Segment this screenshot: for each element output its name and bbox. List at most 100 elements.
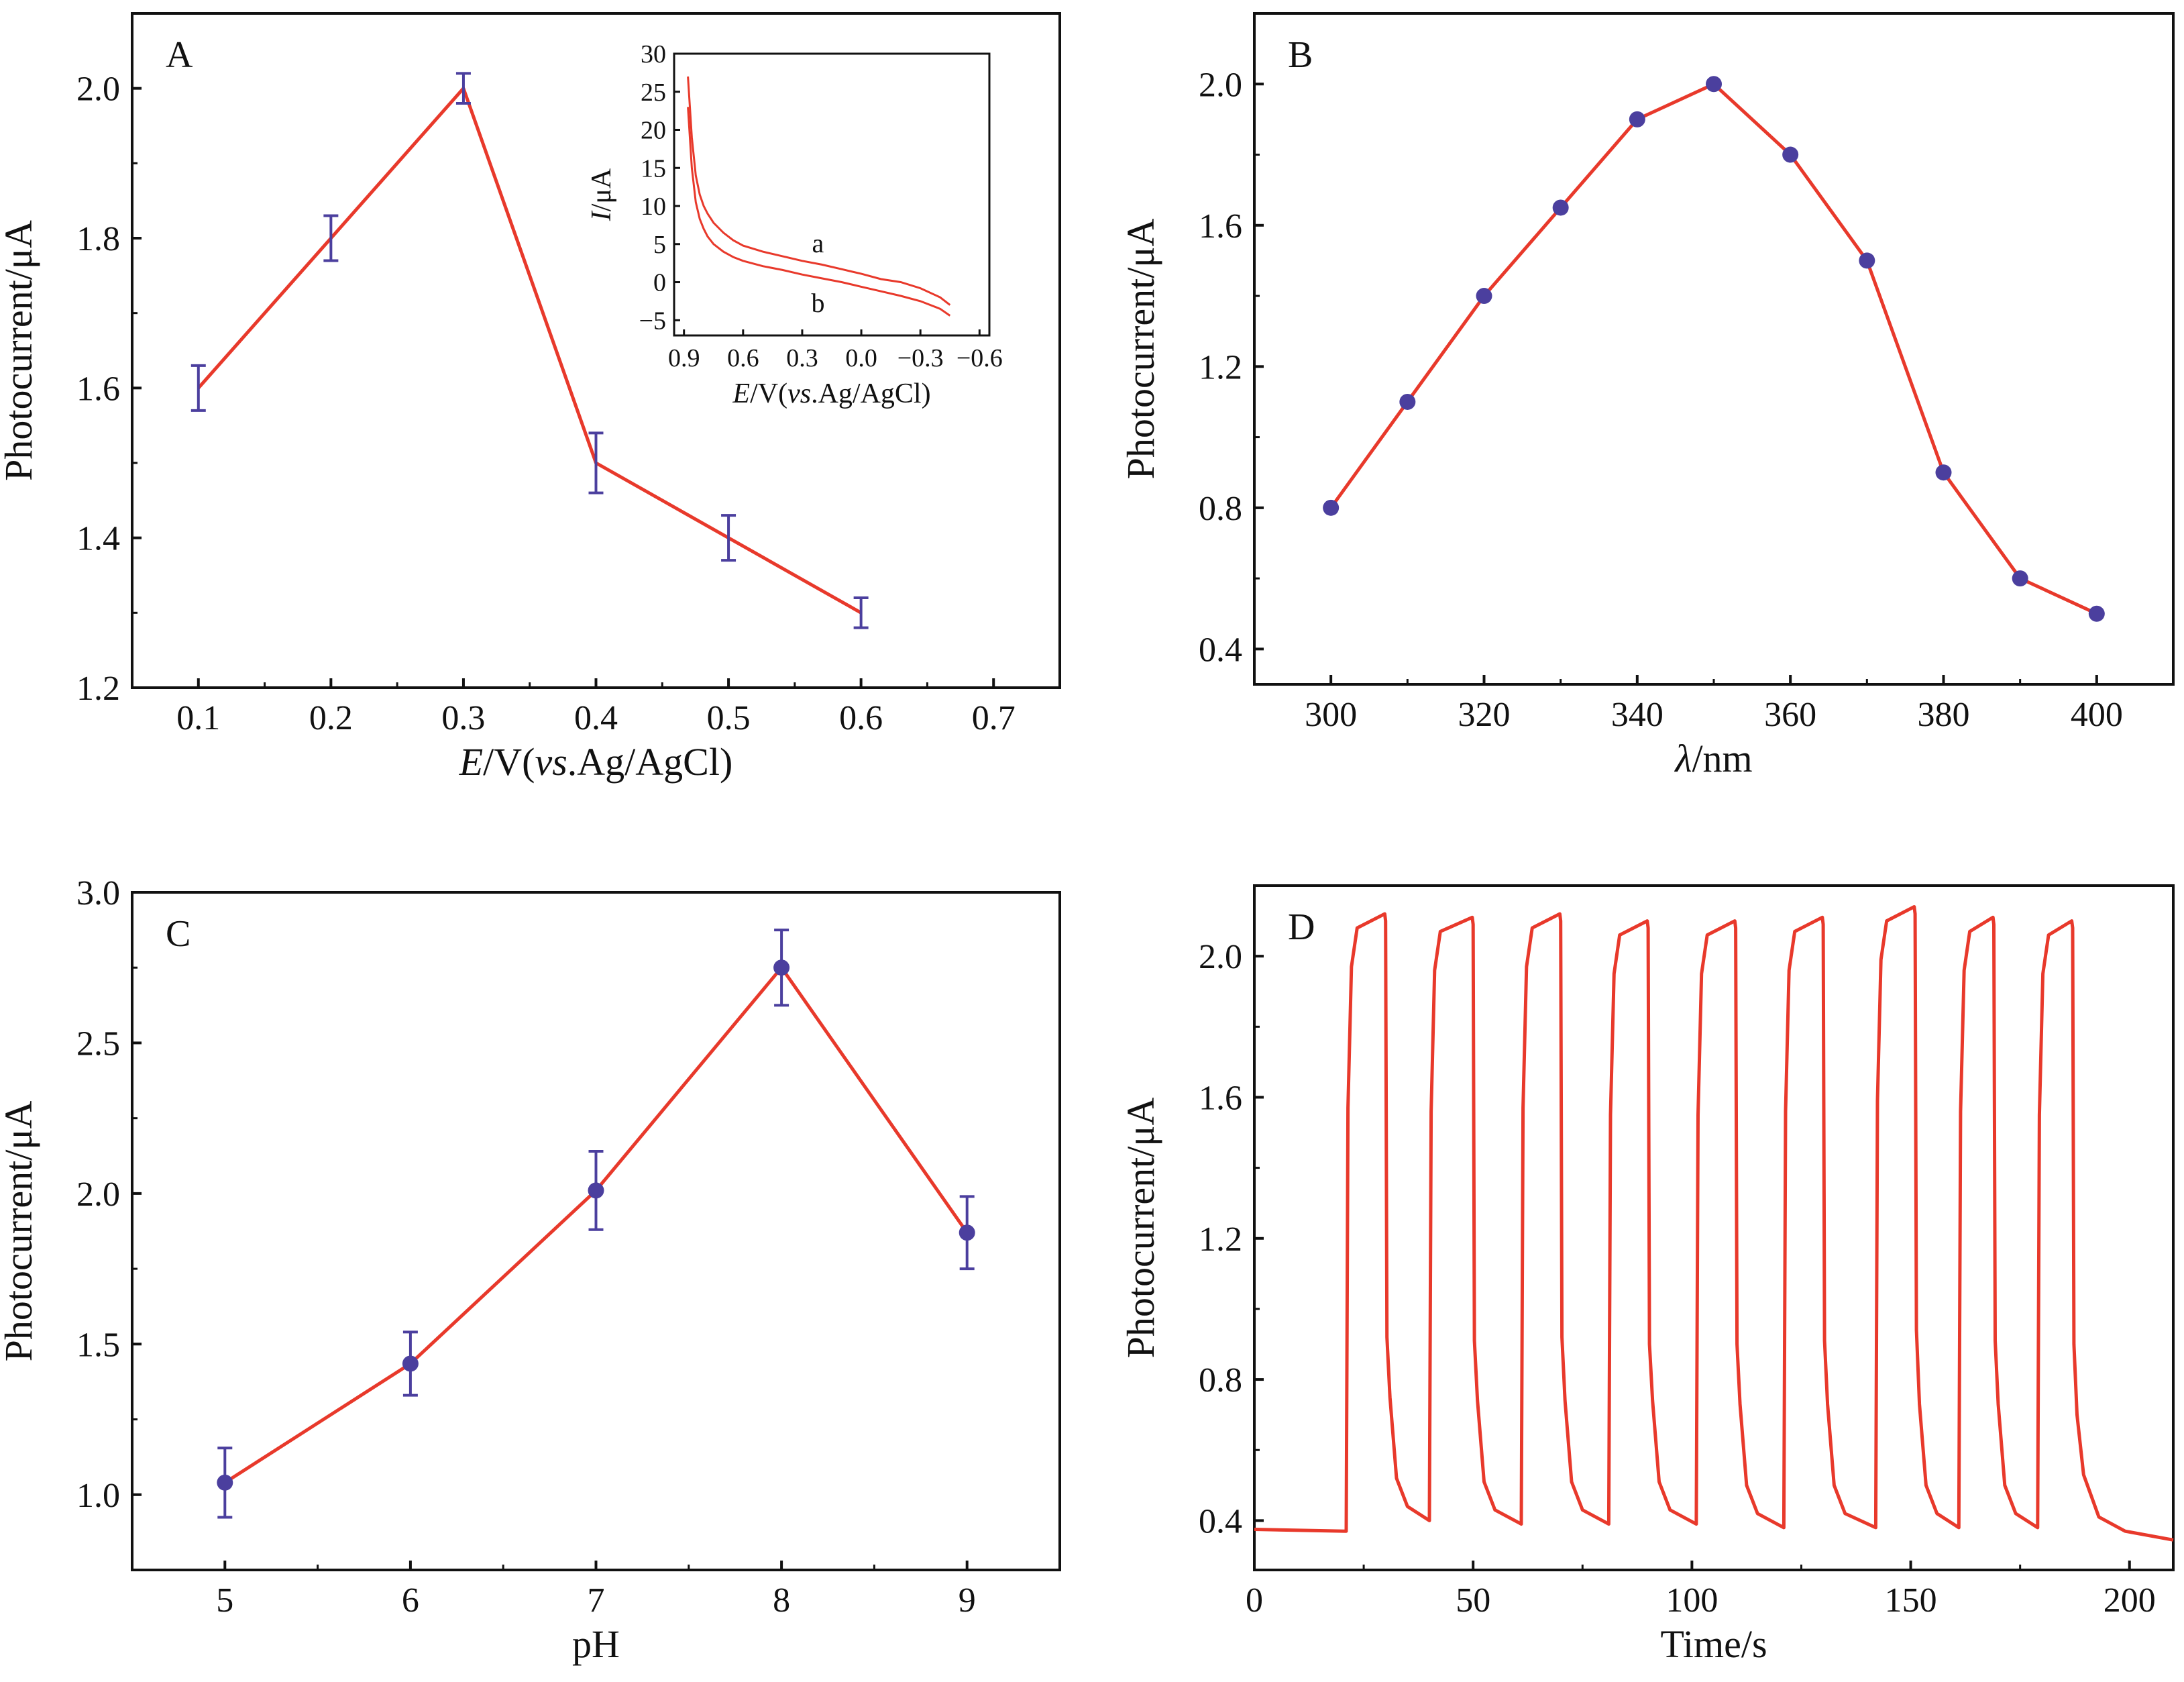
y-tick-label: 0.8 xyxy=(1199,490,1242,528)
y-tick-label: 0.8 xyxy=(1199,1361,1242,1400)
data-point xyxy=(1859,252,1875,269)
axis-label-part: .Ag/AgCl) xyxy=(567,740,733,784)
x-tick-label: 100 xyxy=(1666,1581,1718,1620)
inset-x-tick-label: −0.6 xyxy=(957,344,1003,372)
axis-label-part: λ xyxy=(1674,737,1692,780)
axis-label-part: E xyxy=(732,378,750,409)
x-tick-label: 380 xyxy=(1918,696,1970,734)
x-tick-label: 340 xyxy=(1611,696,1663,734)
inset-y-axis-label: I/μA xyxy=(586,168,617,221)
y-tick-label: 1.6 xyxy=(1199,1079,1242,1117)
data-point xyxy=(1935,464,1952,481)
x-tick-label: 0.7 xyxy=(972,699,1016,737)
axis-label-part: pH xyxy=(572,1622,620,1666)
series-line xyxy=(1254,905,2174,1542)
panel-letter: C xyxy=(166,913,190,955)
inset-y-tick-label: −5 xyxy=(639,307,666,335)
axis-label-part: /μA xyxy=(586,168,617,211)
data-point xyxy=(2088,605,2105,622)
x-tick-label: 300 xyxy=(1305,696,1357,734)
x-tick-label: 360 xyxy=(1764,696,1816,734)
y-tick-label: 1.0 xyxy=(76,1477,120,1515)
data-point xyxy=(1629,111,1645,127)
y-axis-label: Photocurrent/μA xyxy=(1119,1098,1162,1359)
panel-c: 5 6 7 8 9 1.0 1.5 2.0 2.5 3.0 pH Photocurrent/μA C xyxy=(0,874,1061,1666)
axis-label-part: vs xyxy=(535,740,567,784)
data-point xyxy=(1782,146,1799,163)
data-point xyxy=(773,959,790,976)
y-tick-label: 2.0 xyxy=(1199,66,1242,104)
x-axis-label: Time/s xyxy=(1660,1622,1767,1666)
x-tick-label: 200 xyxy=(2104,1581,2156,1620)
panel-a: 0.1 0.2 0.3 0.4 0.5 0.6 0.7 1.2 1.4 1.6 1.8 2.0 E/V(… xyxy=(0,12,1061,784)
x-axis-label: E/V(vs.Ag/AgCl) xyxy=(459,740,733,784)
data-point xyxy=(1399,393,1416,410)
y-tick-label: 2.0 xyxy=(1199,938,1242,976)
panel-letter: D xyxy=(1288,906,1315,948)
y-tick-label: 2.5 xyxy=(76,1024,120,1063)
axis-label-part: vs xyxy=(787,378,811,409)
axis-label-part: /V( xyxy=(750,378,787,409)
inset-curve-label-b: b xyxy=(811,288,824,318)
y-tick-label: 1.2 xyxy=(76,670,120,708)
plot-frame xyxy=(131,891,1061,1571)
data-point xyxy=(959,1224,975,1241)
x-tick-label: 8 xyxy=(773,1581,790,1620)
axis-label-part: Time/s xyxy=(1660,1622,1767,1666)
y-axis-label: Photocurrent/μA xyxy=(0,1101,40,1362)
inset-y-tick-label: 0 xyxy=(653,269,666,297)
data-point xyxy=(1552,199,1569,216)
axis-label-part: I xyxy=(586,210,617,221)
inset-x-axis-label: E/V(vs.Ag/AgCl) xyxy=(732,378,930,409)
inset-series-a xyxy=(687,76,951,306)
series-line xyxy=(1329,82,2097,615)
inset-y-tick-label: 10 xyxy=(641,193,666,221)
inset-plot: 0.9 0.6 0.3 0.0 −0.3 −0.6 −5 0 5 10 15 20 25 30 E/V(vs… xyxy=(586,40,1003,409)
x-tick-label: 400 xyxy=(2071,696,2123,734)
data-point xyxy=(588,1182,604,1199)
x-tick-label: 9 xyxy=(959,1581,976,1620)
inset-curve-label-a: a xyxy=(812,228,824,258)
series-line xyxy=(197,87,862,615)
y-axis-label: Photocurrent/μA xyxy=(0,220,40,481)
panel-d: 0 50 100 150 200 0.4 0.8 1.2 1.6 2.0 Time/s Photocu… xyxy=(1119,884,2175,1666)
inset-y-tick-label: 20 xyxy=(641,117,666,145)
y-tick-label: 1.8 xyxy=(76,220,120,258)
y-tick-label: 1.5 xyxy=(76,1326,120,1364)
y-tick-label: 1.2 xyxy=(1199,348,1242,386)
x-tick-label: 0.2 xyxy=(309,699,353,737)
inset-x-tick-label: 0.6 xyxy=(727,344,759,372)
inset-y-tick-label: 25 xyxy=(641,78,666,107)
data-point xyxy=(402,1355,419,1372)
data-point xyxy=(1323,499,1340,516)
inset-x-tick-label: −0.3 xyxy=(897,344,944,372)
inset-x-tick-label: 0.9 xyxy=(668,344,700,372)
x-tick-label: 50 xyxy=(1456,1581,1490,1620)
y-tick-label: 2.0 xyxy=(76,70,120,109)
x-tick-label: 320 xyxy=(1458,696,1511,734)
inset-series-b xyxy=(687,107,951,317)
data-point xyxy=(1706,76,1722,93)
axis-label-part: /V( xyxy=(483,740,535,784)
x-tick-label: 5 xyxy=(216,1581,233,1620)
axis-label-part: E xyxy=(459,740,483,784)
x-tick-label: 7 xyxy=(588,1581,605,1620)
x-tick-label: 150 xyxy=(1885,1581,1937,1620)
data-point xyxy=(1476,288,1492,305)
x-tick-label: 0 xyxy=(1246,1581,1263,1620)
panel-b: 300 320 340 360 380 400 0.4 0.8 1.2 1.6 2.0 λ/nm Pho… xyxy=(1119,12,2175,780)
y-tick-label: 1.6 xyxy=(76,370,120,408)
data-point xyxy=(217,1474,233,1491)
x-axis-label: pH xyxy=(572,1622,620,1666)
x-tick-label: 0.5 xyxy=(707,699,751,737)
x-axis-label: λ/nm xyxy=(1674,737,1752,780)
x-tick-label: 0.4 xyxy=(574,699,618,737)
y-tick-label: 1.2 xyxy=(1199,1220,1242,1259)
y-tick-label: 1.4 xyxy=(76,520,120,558)
y-tick-label: 0.4 xyxy=(1199,631,1242,669)
y-tick-label: 0.4 xyxy=(1199,1502,1242,1540)
inset-frame xyxy=(673,52,991,337)
inset-x-tick-label: 0.3 xyxy=(786,344,818,372)
x-tick-label: 0.3 xyxy=(441,699,485,737)
y-tick-label: 2.0 xyxy=(76,1175,120,1214)
